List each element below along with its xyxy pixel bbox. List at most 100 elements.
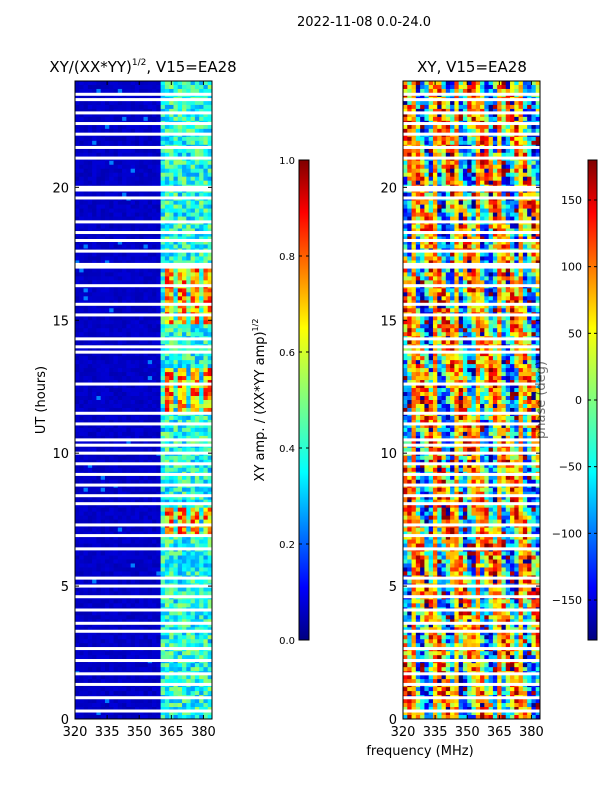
amplitude-cell xyxy=(109,172,114,178)
amplitude-cell xyxy=(164,623,170,628)
amplitude-cell xyxy=(113,164,119,170)
amplitude-cell xyxy=(139,332,144,337)
amplitude-cell xyxy=(147,679,153,684)
amplitude-cell xyxy=(186,631,191,636)
amplitude-cell xyxy=(164,475,170,481)
amplitude-cell xyxy=(173,112,179,118)
amplitude-cell xyxy=(113,555,119,560)
amplitude-cell xyxy=(177,360,183,365)
amplitude-cell xyxy=(177,431,183,437)
amplitude-cell xyxy=(160,352,166,357)
amplitude-cell xyxy=(75,499,80,505)
amplitude-cell xyxy=(130,463,136,469)
amplitude-cell xyxy=(92,300,97,305)
amplitude-cell xyxy=(182,587,187,592)
amplitude-cell xyxy=(156,463,162,469)
amplitude-cell xyxy=(126,459,132,465)
amplitude-cell xyxy=(134,232,140,237)
amplitude-cell xyxy=(203,571,209,576)
amplitude-cell xyxy=(96,180,102,186)
amplitude-cell xyxy=(207,591,213,596)
amplitude-cell xyxy=(92,567,97,572)
amplitude-cell xyxy=(147,320,153,325)
amplitude-cell xyxy=(152,384,157,389)
amplitude-cell xyxy=(164,396,170,401)
amplitude-cell xyxy=(79,364,84,369)
amplitude-cell xyxy=(177,292,183,297)
amplitude-cell xyxy=(130,499,136,505)
amplitude-cell xyxy=(96,224,102,229)
amplitude-cell xyxy=(177,551,183,556)
amplitude-cell xyxy=(96,427,102,433)
amplitude-cell xyxy=(203,328,209,333)
amplitude-cell xyxy=(83,164,89,170)
amplitude-cell xyxy=(199,507,204,513)
amplitude-cell xyxy=(173,204,179,209)
amplitude-cell xyxy=(203,431,209,437)
amplitude-cell xyxy=(160,392,166,397)
amplitude-cell xyxy=(134,81,140,86)
amplitude-cell xyxy=(87,691,93,696)
amplitude-cell xyxy=(117,152,123,158)
amplitude-cell xyxy=(199,423,204,429)
amplitude-cell xyxy=(134,280,140,285)
amplitude-cell xyxy=(194,651,200,656)
amplitude-cell xyxy=(173,563,179,568)
amplitude-cell xyxy=(117,104,123,110)
amplitude-cell xyxy=(75,168,80,174)
amplitude-cell xyxy=(207,475,213,481)
amplitude-cell xyxy=(92,639,97,644)
amplitude-cell xyxy=(100,587,106,592)
amplitude-cell xyxy=(122,599,127,604)
amplitude-cell xyxy=(182,228,187,233)
amplitude-cell xyxy=(117,112,123,118)
amplitude-cell xyxy=(177,447,183,453)
amplitude-cell xyxy=(194,655,200,660)
amplitude-cell xyxy=(139,164,144,170)
amplitude-cell xyxy=(182,168,187,174)
amplitude-cell xyxy=(130,112,136,118)
amplitude-cell xyxy=(109,340,114,345)
amplitude-cell xyxy=(160,252,166,257)
amplitude-cell xyxy=(182,655,187,660)
amplitude-cell xyxy=(156,340,162,345)
amplitude-cell xyxy=(83,364,89,369)
amplitude-cell xyxy=(186,400,191,405)
amplitude-cell xyxy=(147,108,153,114)
amplitude-cell xyxy=(134,376,140,381)
amplitude-cell xyxy=(134,415,140,421)
amplitude-cell xyxy=(207,623,213,628)
amplitude-cell xyxy=(190,635,196,640)
amplitude-cell xyxy=(207,352,213,357)
amplitude-cell xyxy=(177,667,183,672)
amplitude-cell xyxy=(87,527,93,532)
amplitude-cell xyxy=(139,276,144,281)
amplitude-cell xyxy=(117,328,123,333)
amplitude-cell xyxy=(79,615,84,620)
amplitude-cell xyxy=(100,619,106,624)
amplitude-cell xyxy=(117,439,123,445)
amplitude-cell xyxy=(79,352,84,357)
amplitude-cell xyxy=(194,328,200,333)
amplitude-cell xyxy=(147,635,153,640)
amplitude-cell xyxy=(139,643,144,648)
amplitude-cell xyxy=(152,276,157,281)
amplitude-cell xyxy=(139,639,144,644)
amplitude-cell xyxy=(182,407,187,413)
amplitude-cell xyxy=(199,380,204,385)
amplitude-cell xyxy=(100,495,106,501)
amplitude-cell xyxy=(203,435,209,441)
amplitude-cell xyxy=(83,140,89,146)
amplitude-cell xyxy=(169,168,174,174)
amplitude-cell xyxy=(75,403,80,409)
amplitude-cell xyxy=(190,687,196,692)
amplitude-cell xyxy=(122,232,127,237)
amplitude-cell xyxy=(199,228,204,233)
amplitude-cell xyxy=(79,623,84,628)
amplitude-cell xyxy=(173,324,179,329)
amplitude-cell xyxy=(160,104,166,110)
amplitude-cell xyxy=(134,88,140,94)
amplitude-cell xyxy=(104,296,110,301)
amplitude-cell xyxy=(164,635,170,640)
amplitude-cell xyxy=(75,224,80,229)
